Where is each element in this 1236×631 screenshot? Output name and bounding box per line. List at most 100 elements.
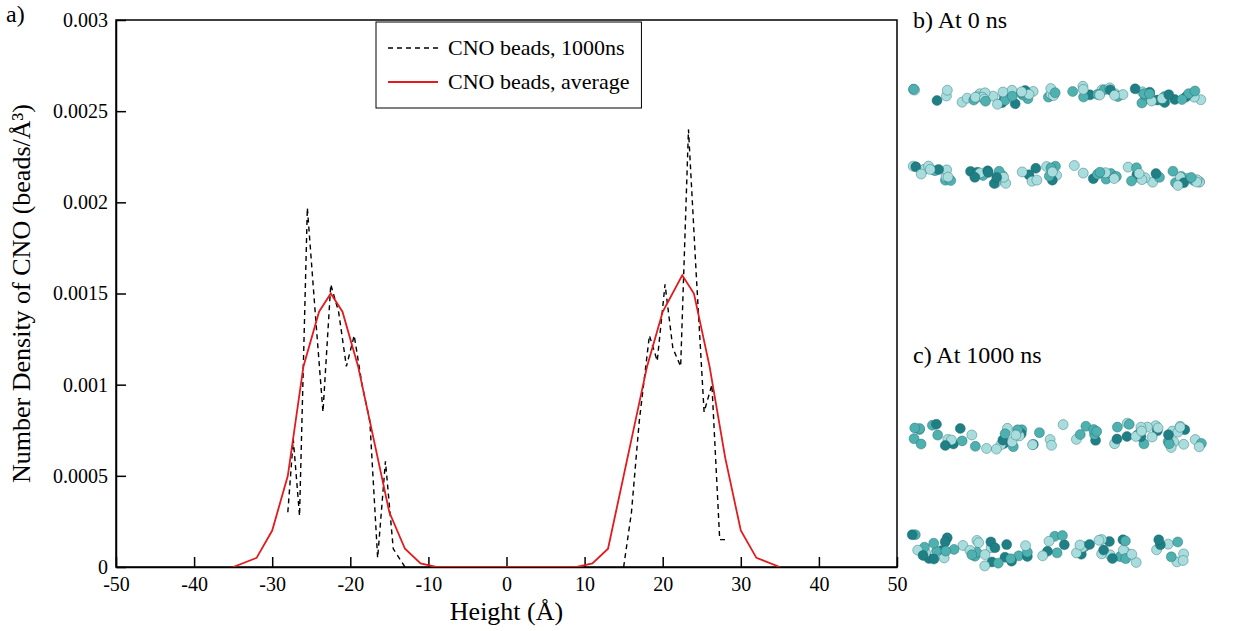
legend-box [376,22,641,108]
bead [1178,555,1188,565]
y-tick-label: 0.0025 [53,100,108,122]
x-tick-mark [194,557,196,567]
x-tick-label: 50 [888,573,908,595]
bead [1153,423,1163,433]
bead [1068,86,1078,96]
bead [907,530,917,540]
panel-label: a) [6,1,25,27]
bead [909,84,919,94]
bead [1151,169,1161,179]
bead [1092,426,1102,436]
bead [992,172,1002,182]
bead [1112,434,1122,444]
x-tick-label: -40 [181,573,208,595]
bead [1144,89,1154,99]
x-tick-label: -10 [416,573,443,595]
bead [980,561,990,571]
x-tick: -20 [337,557,364,595]
bead [943,172,953,182]
bead [1046,440,1056,450]
bead [1173,537,1183,547]
y-tick-mark [116,20,126,22]
bead [933,430,943,440]
bead [1173,180,1183,190]
x-tick: -30 [259,557,286,595]
x-tick-mark [819,557,821,567]
bead [1130,84,1140,94]
bead [998,87,1008,97]
bead [970,172,980,182]
y-tick-mark [116,293,126,295]
bead [980,550,990,560]
bead [1122,432,1132,442]
bead [1099,545,1109,555]
bead [1190,86,1200,96]
x-tick-mark [350,557,352,567]
bead [993,99,1003,109]
bead [1059,540,1069,550]
bead [990,543,1000,553]
y-tick-label: 0 [98,556,108,578]
bead [1137,426,1147,436]
x-tick-mark [741,557,743,567]
figure: a)-50-40-30-20-100102030405000.00050.001… [0,0,1236,631]
bead [1177,95,1187,105]
legend: CNO beads, 1000ns CNO beads, average [376,22,641,108]
x-tick: 0 [502,557,512,595]
legend-label: CNO beads, 1000ns [448,35,625,60]
y-tick-label: 0.001 [63,374,108,396]
x-tick: 50 [888,557,908,595]
bead [1052,548,1062,558]
x-tick: 30 [731,557,751,595]
bead [1124,419,1134,429]
bead [1134,168,1144,178]
bead [931,419,941,429]
bead [1078,84,1088,94]
bead [1017,167,1027,177]
x-tick: -40 [181,557,208,595]
x-tick: 40 [809,557,829,595]
bead [1058,420,1068,430]
y-tick-label: 0.002 [63,191,108,213]
bead [1127,549,1137,559]
snapshot-label: c) At 1000 ns [913,342,1042,368]
bead [916,439,926,449]
series-line [233,275,780,567]
bead [932,96,942,106]
bead [1094,535,1104,545]
y-axis-title: Number Density of CNO (beads/Å³) [7,104,36,483]
bead [1050,88,1060,98]
snapshot-panel: b) At 0 ns [908,7,1206,190]
bead [1120,536,1130,546]
snapshot-panel: c) At 1000 ns [907,342,1206,571]
x-tick-label: 0 [502,573,512,595]
x-tick-label: 40 [809,573,829,595]
y-axis: 00.00050.0010.00150.0020.00250.003 [53,9,126,578]
y-tick: 0.003 [63,9,126,31]
bead [1075,540,1085,550]
bead [967,550,977,560]
legend-label: CNO beads, average [448,69,629,94]
y-tick: 0.0015 [53,282,126,304]
x-tick-mark [506,557,508,567]
bead [1194,442,1204,452]
x-tick-label: -30 [259,573,286,595]
bead [982,443,992,453]
x-axis: -50-40-30-20-1001020304050 [103,557,907,595]
bead [940,440,950,450]
legend-swatch [388,81,438,83]
x-tick-mark [272,557,274,567]
bead [1006,554,1016,564]
plot-frame [116,20,897,567]
legend-swatch [388,47,438,48]
series-line [288,129,729,567]
bead [1095,167,1105,177]
bead [916,169,926,179]
bead [1028,439,1038,449]
x-axis-title: Height (Å) [450,597,563,626]
y-tick: 0 [98,556,126,578]
bead [1164,439,1174,449]
bead [1126,176,1136,186]
bead [1007,91,1017,101]
y-tick-mark [116,202,126,204]
